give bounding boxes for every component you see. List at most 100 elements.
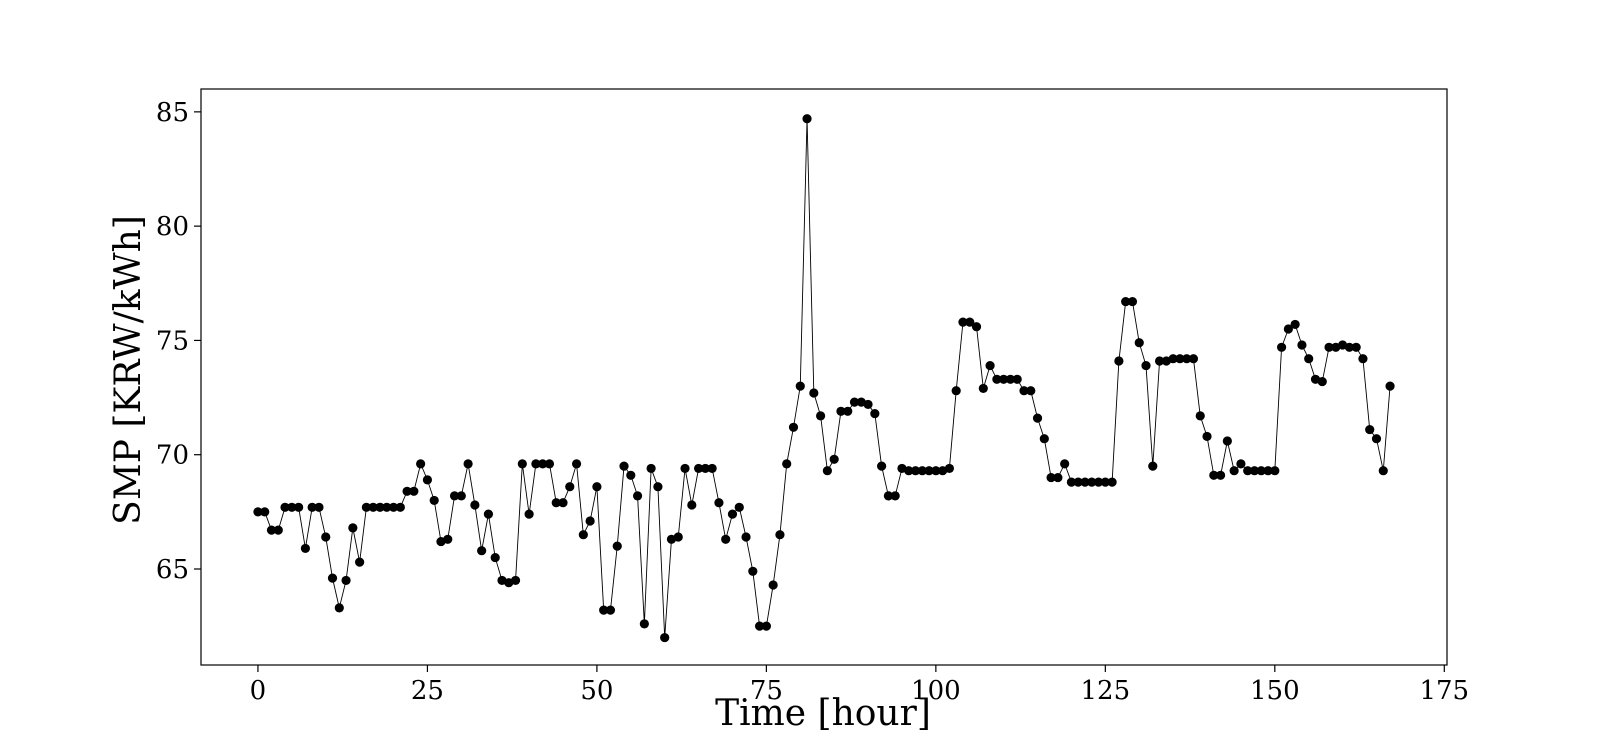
data-point (294, 502, 304, 512)
data-point (416, 459, 426, 469)
data-point (700, 463, 710, 474)
data-point (260, 507, 270, 517)
data-point (355, 557, 365, 567)
data-point (402, 486, 412, 496)
data-point (714, 498, 724, 508)
plot-area-border (200, 88, 1448, 666)
data-point (544, 459, 555, 469)
data-point (1365, 424, 1375, 435)
data-point (443, 534, 453, 544)
data-point (883, 491, 894, 501)
data-point (619, 461, 629, 471)
data-point (1039, 434, 1049, 444)
x-tick-label: 100 (911, 676, 961, 706)
data-point (341, 575, 351, 586)
data-point (1093, 477, 1104, 487)
data-point (734, 502, 744, 512)
data-point (483, 509, 494, 519)
data-point (965, 317, 975, 327)
data-point (775, 530, 785, 540)
y-axis-label: SMP [KRW/kWh] (108, 215, 149, 525)
data-point (1141, 360, 1151, 371)
data-point (388, 502, 399, 512)
data-point (1182, 354, 1192, 364)
data-point (951, 386, 961, 396)
data-point (978, 383, 988, 394)
data-point (429, 495, 439, 506)
data-point (1107, 477, 1117, 487)
x-tick-label: 150 (1250, 676, 1300, 706)
data-point (741, 532, 751, 542)
data-point (449, 491, 460, 501)
data-point (1324, 342, 1334, 352)
data-point (680, 463, 690, 474)
data-point (985, 360, 995, 371)
data-point (1046, 472, 1056, 483)
data-point (266, 525, 277, 535)
data-point (395, 502, 405, 512)
data-point (599, 605, 609, 615)
data-point (924, 466, 934, 476)
data-point (1168, 354, 1178, 364)
y-tick-label: 65 (156, 555, 189, 585)
data-point (1060, 459, 1070, 469)
data-point (605, 605, 616, 615)
data-layer (253, 114, 1395, 643)
data-point (1256, 466, 1266, 476)
data-point (334, 603, 344, 613)
data-point (409, 486, 419, 496)
data-point (327, 573, 338, 583)
data-point (917, 466, 927, 476)
data-point (280, 502, 290, 512)
data-point (1121, 296, 1131, 307)
data-point (646, 463, 656, 474)
data-point (592, 482, 602, 492)
data-point (999, 374, 1009, 384)
data-point (639, 619, 649, 629)
data-point (1073, 477, 1083, 487)
data-point (788, 422, 799, 432)
data-point (361, 502, 372, 512)
data-point (1134, 338, 1144, 348)
data-point (314, 502, 324, 512)
data-point (1005, 374, 1016, 384)
y-tick-label: 85 (156, 98, 189, 128)
data-point (510, 575, 521, 586)
data-point (1304, 354, 1314, 364)
data-point (727, 509, 738, 519)
data-point (1066, 477, 1077, 487)
data-point (849, 397, 860, 407)
plot-frame-layer (200, 88, 1448, 666)
data-point (456, 491, 466, 501)
data-point (1229, 466, 1239, 476)
x-tick-label: 175 (1419, 676, 1469, 706)
data-point (693, 463, 704, 474)
data-point (653, 482, 663, 492)
data-point (721, 534, 731, 544)
data-point (300, 543, 310, 554)
x-tick-label: 125 (1081, 676, 1131, 706)
data-point (1297, 340, 1307, 350)
data-point (944, 463, 955, 474)
data-point (273, 525, 283, 535)
data-point (558, 498, 568, 508)
data-point (836, 406, 846, 416)
data-point (517, 459, 527, 469)
data-point (1385, 381, 1395, 391)
data-point (1222, 436, 1232, 446)
data-point (470, 500, 480, 510)
y-tick-label: 80 (156, 212, 189, 242)
data-point (1283, 324, 1293, 334)
data-point (768, 580, 778, 590)
tick-layer: 0 25 50 75 100 125 150 175 65 70 75 80 85 (156, 98, 1469, 706)
series-line (257, 118, 1391, 638)
data-point (1195, 411, 1205, 421)
data-point (761, 621, 771, 631)
data-point (368, 502, 378, 512)
data-point (1026, 386, 1036, 396)
y-tick-label: 75 (156, 326, 189, 356)
data-point (890, 491, 900, 501)
data-point (1100, 477, 1110, 487)
data-point (1188, 354, 1199, 364)
